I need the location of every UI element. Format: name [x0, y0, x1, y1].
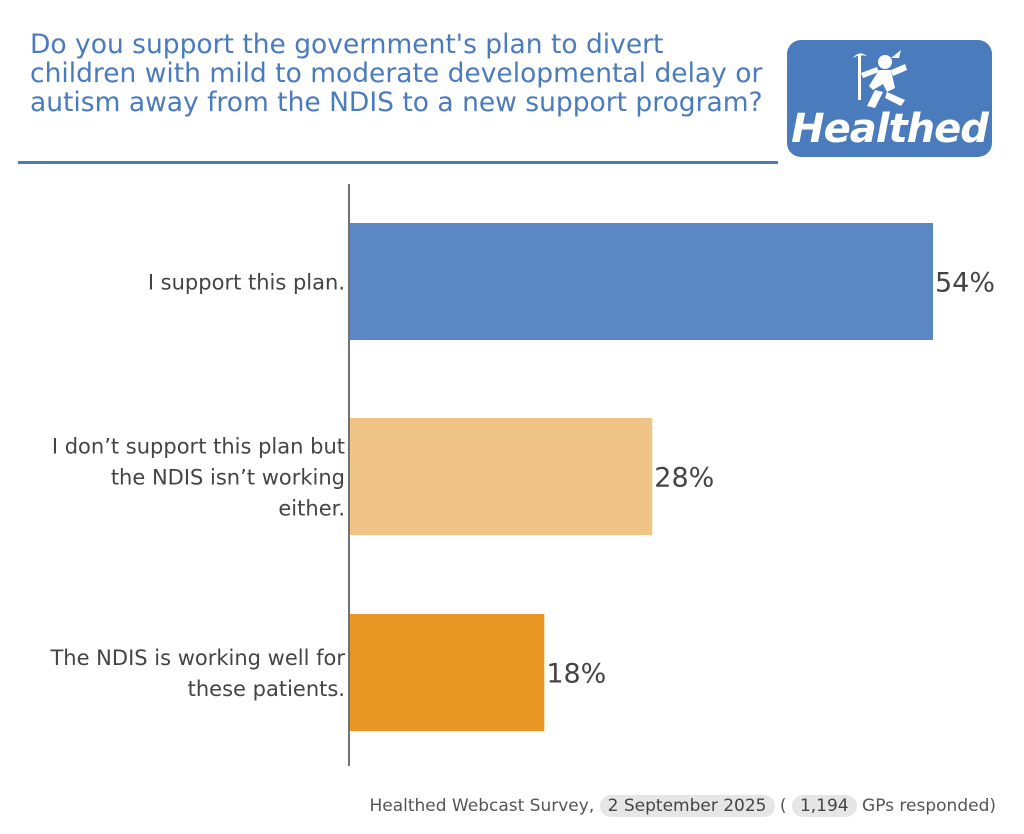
category-label-1-line-1: I support this plan.	[148, 271, 345, 295]
runner-icon	[853, 50, 907, 108]
data-label-1: 54%	[935, 268, 995, 299]
footer-count-pill: 1,194	[791, 795, 857, 817]
footer-source: Healthed Webcast Survey,	[369, 796, 595, 816]
category-label-2-line-1: I don’t support this plan but	[52, 435, 345, 459]
bar-2	[350, 418, 653, 535]
data-label-3: 18%	[546, 659, 606, 690]
category-label-3-line-1: The NDIS is working well for	[49, 646, 345, 670]
category-label-2-line-3: either.	[278, 497, 345, 521]
footer-suffix: GPs responded)	[862, 796, 996, 816]
category-label-3-line-2: these patients.	[188, 677, 345, 701]
logo-wordmark: Healthed	[791, 106, 989, 152]
data-label-2: 28%	[654, 463, 714, 494]
chart-title: Do you support the government's plan to …	[30, 29, 763, 118]
footer-paren: (	[779, 796, 787, 816]
bar-1	[350, 223, 933, 340]
survey-footer: Healthed Webcast Survey, 2 September 202…	[369, 795, 996, 817]
footer-date-pill: 2 September 2025	[599, 795, 775, 817]
category-label-2-line-2: the NDIS isn’t working	[111, 466, 345, 490]
bar-3	[350, 614, 545, 731]
title-underline	[18, 161, 778, 164]
healthed-logo: Healthed	[787, 40, 992, 157]
